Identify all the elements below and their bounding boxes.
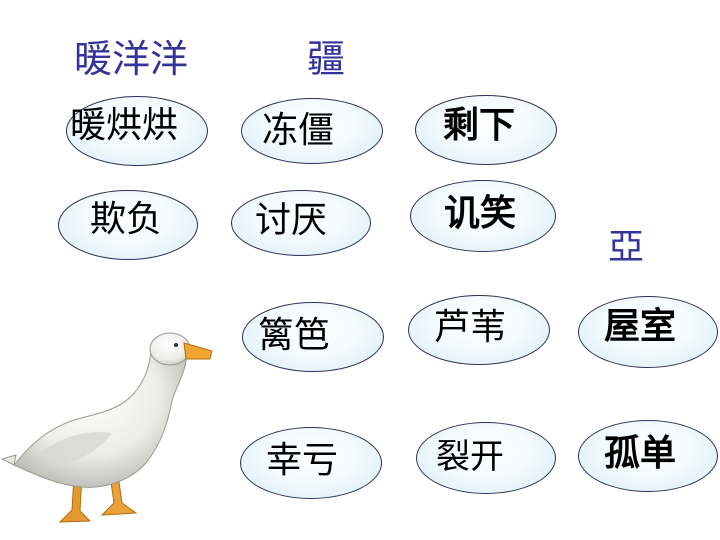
- word-sheng-xia: 剩下: [443, 105, 516, 146]
- heading-ya: 亞: [608, 227, 645, 268]
- word-tao-yan: 讨厌: [255, 200, 328, 241]
- oval-dong-jiang: [241, 98, 383, 164]
- oval-tao-yan: [231, 190, 371, 256]
- oval-xing-kui: [240, 427, 382, 499]
- word-li-ba: 篱笆: [258, 315, 331, 356]
- word-nuan-hong-hong: 暖烘烘: [70, 105, 179, 146]
- word-e-shi: 屋室: [604, 306, 677, 347]
- duck-wing: [40, 431, 112, 467]
- duck-head: [149, 332, 191, 366]
- oval-e-shi: [578, 296, 718, 368]
- word-lie-kai: 裂开: [436, 437, 504, 477]
- word-lu-wei: 芦苇: [434, 307, 507, 348]
- oval-sheng-xia: [415, 95, 557, 165]
- oval-ji-xiao: [410, 180, 556, 252]
- word-qi-fu: 欺负: [90, 199, 163, 240]
- oval-lu-wei: [408, 295, 550, 365]
- word-xing-kui: 幸亏: [266, 440, 339, 481]
- heading-nuan-yang-yang: 暖洋洋: [74, 37, 189, 81]
- oval-li-ba: [242, 302, 384, 372]
- word-ji-xiao: 讥笑: [444, 193, 517, 234]
- oval-lie-kai: [416, 422, 556, 494]
- duck-eye: [174, 343, 178, 347]
- oval-nuan-hong-hong: [66, 96, 208, 166]
- duck-bill: [183, 342, 213, 360]
- oval-qi-fu: [58, 190, 198, 260]
- duck-tail: [0, 454, 17, 466]
- word-gu-dan: 孤单: [604, 433, 677, 474]
- heading-jiang: 疆: [307, 37, 346, 81]
- oval-gu-dan: [578, 420, 718, 492]
- white-duck-image: [0, 332, 213, 523]
- word-dong-jiang: 冻僵: [262, 110, 335, 151]
